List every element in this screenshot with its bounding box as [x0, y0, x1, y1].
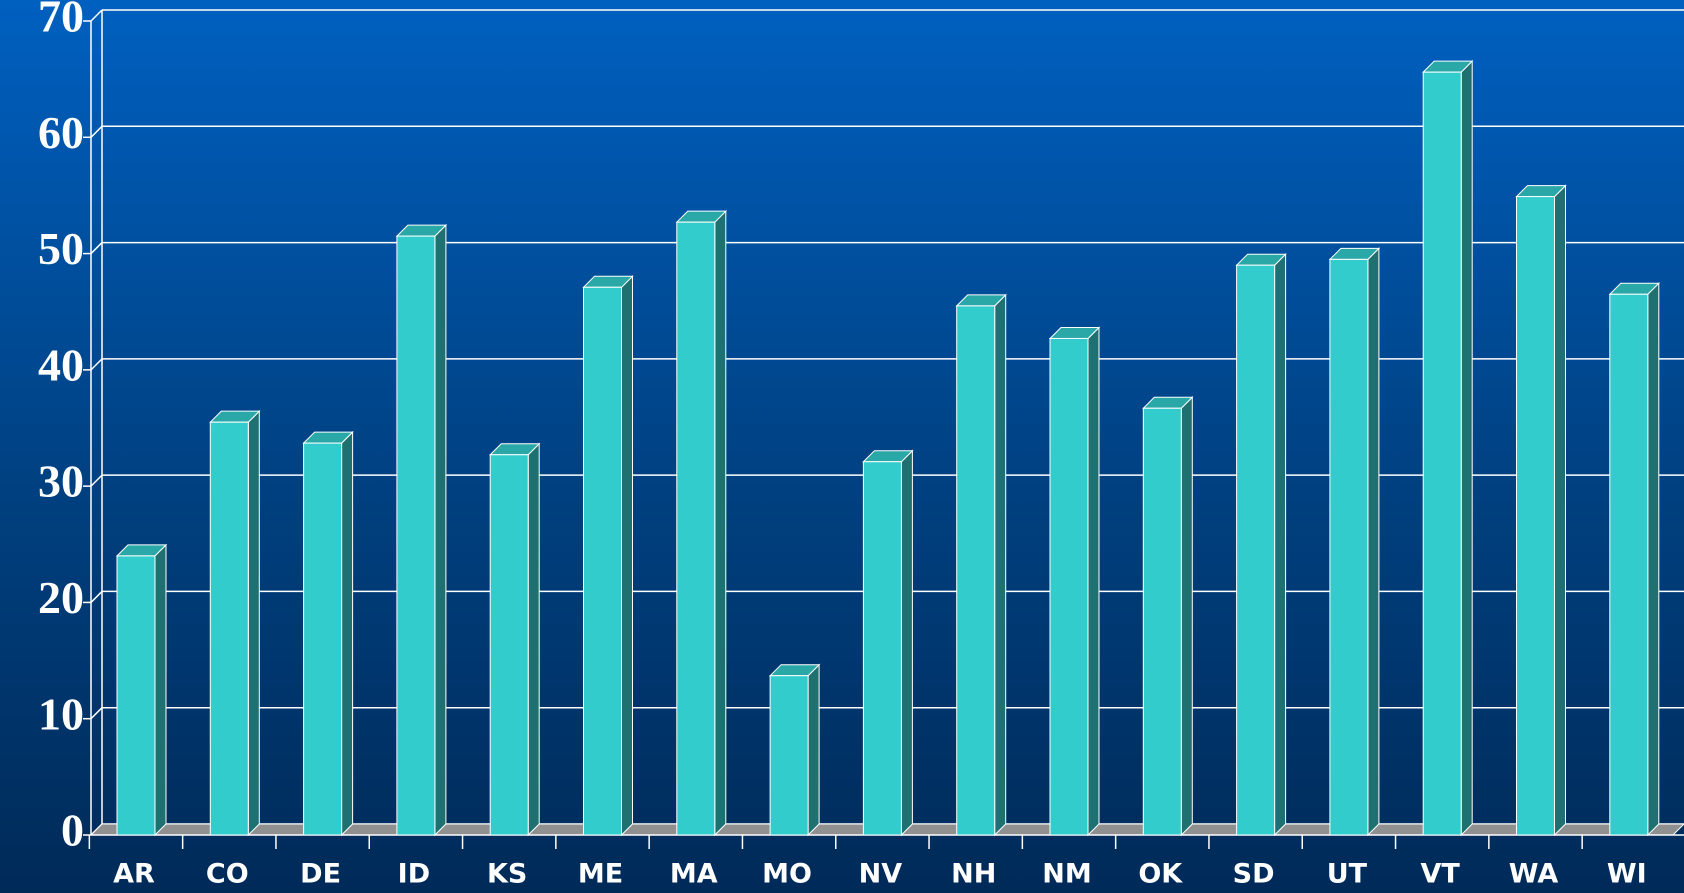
x-tick-label: UT [1327, 859, 1368, 890]
bar-side [527, 442, 540, 837]
bar-front [303, 442, 343, 836]
bar-front [956, 305, 996, 836]
bar [302, 430, 354, 837]
bar-front [769, 675, 809, 836]
y-tick-label: 30 [38, 456, 84, 507]
bar [488, 442, 541, 837]
y-tick-label: 60 [38, 107, 84, 158]
bar-side [247, 409, 260, 837]
bar-front [676, 221, 716, 836]
bar-front [1142, 407, 1182, 836]
bar [1421, 59, 1474, 837]
bar [1328, 247, 1381, 837]
x-tick-label: ME [578, 859, 623, 890]
y-tick-label: 10 [38, 688, 84, 739]
bar-front [1049, 337, 1089, 836]
x-tick-label: AR [113, 859, 155, 890]
bar-side [807, 663, 820, 837]
bar-front [862, 461, 902, 836]
x-tick-label: NH [951, 859, 996, 890]
y-tick-label: 20 [38, 572, 84, 623]
bar [1142, 396, 1194, 837]
x-tick-label: CO [206, 859, 249, 890]
grid-line [90, 590, 103, 603]
grid-line [90, 125, 103, 138]
bar-side [1274, 252, 1287, 837]
bar [1235, 252, 1287, 837]
grid-line [90, 9, 103, 22]
bar-front [1236, 264, 1276, 836]
bar-front [1609, 293, 1649, 836]
x-tick-label: MO [762, 859, 812, 890]
bar [862, 449, 914, 837]
bar-side [1460, 59, 1473, 837]
x-tick-label: DE [300, 859, 341, 890]
bar-side [154, 543, 167, 837]
bar [675, 209, 728, 837]
bar-side [994, 293, 1007, 837]
bar-side [714, 209, 727, 837]
x-tick-label: ID [398, 859, 430, 890]
bar-front [396, 235, 436, 836]
grid-line [90, 242, 103, 255]
x-tick-label: NM [1042, 859, 1091, 890]
bar [1048, 326, 1101, 837]
bar-front [583, 286, 622, 836]
bar [1608, 282, 1661, 837]
bar [115, 543, 168, 837]
bar-side [1647, 282, 1660, 837]
bar-side [1180, 396, 1193, 837]
y-tick-label: 40 [38, 339, 84, 390]
bar-front [1516, 196, 1555, 836]
grid-line [90, 707, 103, 720]
bar-side [1367, 247, 1380, 837]
y-tick-label: 50 [38, 223, 84, 274]
bar-front [1422, 71, 1462, 836]
bar-side [434, 223, 447, 837]
x-tick-label: VT [1421, 859, 1461, 890]
bar [395, 223, 448, 837]
bar-front [489, 454, 529, 836]
bar-side [1087, 326, 1100, 837]
bar [209, 409, 261, 837]
y-tick-label: 0 [61, 805, 84, 856]
x-tick-label: MA [670, 859, 718, 890]
bar [1515, 184, 1567, 837]
x-tick-label: NV [859, 859, 903, 890]
x-tick-label: WI [1607, 859, 1647, 890]
bar-side [621, 275, 633, 837]
x-tick-label: OK [1138, 859, 1183, 890]
x-tick-label: KS [487, 859, 527, 890]
bar [768, 663, 821, 837]
bar-side [341, 430, 354, 837]
bar [582, 275, 634, 837]
bar-side [1554, 184, 1566, 837]
x-tick-label: SD [1233, 859, 1275, 890]
grid-line [90, 474, 103, 487]
bar-front [1329, 258, 1369, 836]
bar-front [116, 555, 156, 836]
grid-line [90, 358, 103, 371]
x-tick-label: WA [1509, 859, 1559, 890]
bar-side [900, 449, 913, 837]
bar-front [209, 421, 249, 836]
y-tick-label: 70 [38, 0, 84, 42]
bar [955, 293, 1007, 837]
